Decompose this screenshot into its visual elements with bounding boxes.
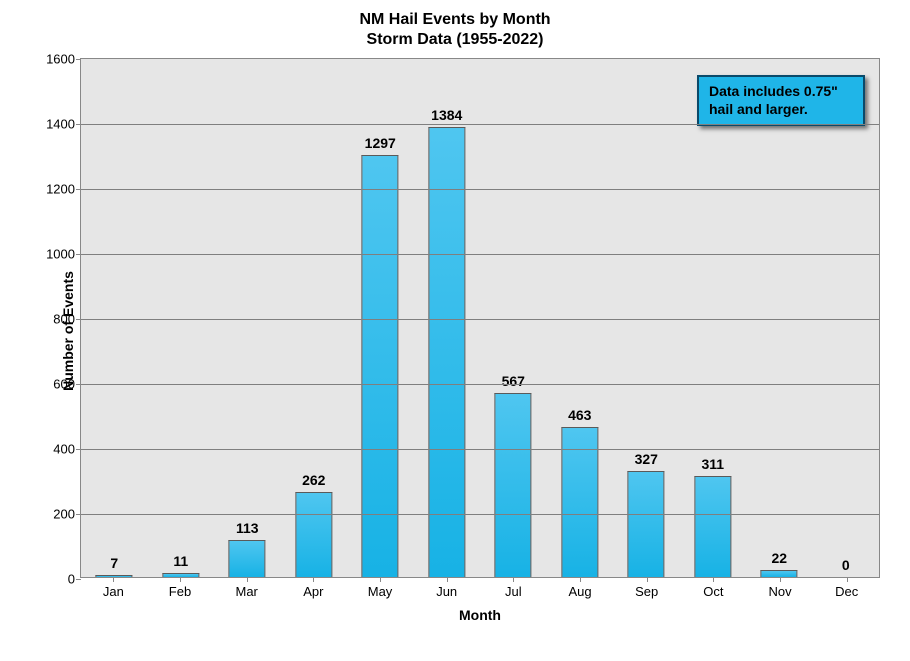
bar-value-label: 262 xyxy=(302,472,325,488)
bar xyxy=(761,570,798,577)
bar-value-label: 22 xyxy=(771,550,787,566)
gridline xyxy=(81,319,879,320)
bar-slot: 463 xyxy=(547,59,614,577)
xtick-mark xyxy=(180,577,181,582)
bar-value-label: 567 xyxy=(502,373,525,389)
bar-slot: 1297 xyxy=(347,59,414,577)
bar xyxy=(229,540,266,577)
bar-slot: 311 xyxy=(680,59,747,577)
bar xyxy=(295,492,332,577)
xtick-label: Aug xyxy=(568,584,591,599)
ytick-label: 1400 xyxy=(46,117,81,132)
xtick-slot: Dec xyxy=(813,580,880,601)
xtick-label: Jul xyxy=(505,584,522,599)
xtick-mark xyxy=(313,577,314,582)
gridline xyxy=(81,384,879,385)
xtick-slot: Jul xyxy=(480,580,547,601)
ytick-label: 0 xyxy=(68,572,81,587)
xtick-mark xyxy=(113,577,114,582)
bar xyxy=(428,127,465,577)
xtick-slot: Aug xyxy=(547,580,614,601)
ytick-label: 1600 xyxy=(46,52,81,67)
xtick-slot: May xyxy=(347,580,414,601)
xtick-slot: Feb xyxy=(147,580,214,601)
xtick-label: Sep xyxy=(635,584,658,599)
xtick-slot: Nov xyxy=(747,580,814,601)
bar-value-label: 1384 xyxy=(431,107,462,123)
xtick-label: Jun xyxy=(436,584,457,599)
bar-slot: 567 xyxy=(480,59,547,577)
plot-wrap: 7 11 113 262 1297 1384 567 463 327 311 22 0 Data in… xyxy=(80,58,880,623)
gridline xyxy=(81,254,879,255)
xtick-label: Feb xyxy=(169,584,191,599)
bar-slot: 262 xyxy=(281,59,348,577)
ytick-label: 200 xyxy=(53,507,81,522)
plot-area: 7 11 113 262 1297 1384 567 463 327 311 22 0 Data in… xyxy=(80,58,880,578)
xtick-label: Apr xyxy=(303,584,323,599)
bar-value-label: 1297 xyxy=(365,135,396,151)
bar-value-label: 11 xyxy=(173,553,188,569)
ytick-label: 800 xyxy=(53,312,81,327)
bars-layer: 7 11 113 262 1297 1384 567 463 327 311 22 0 xyxy=(81,59,879,577)
bar-value-label: 113 xyxy=(236,520,259,536)
ytick-label: 1200 xyxy=(46,182,81,197)
bar-value-label: 463 xyxy=(568,407,591,423)
xtick-slot: Jan xyxy=(80,580,147,601)
ytick-label: 400 xyxy=(53,442,81,457)
xtick-mark xyxy=(780,577,781,582)
xtick-label: May xyxy=(368,584,393,599)
chart-note-line1: Data includes 0.75" xyxy=(709,83,853,101)
xtick-mark xyxy=(580,577,581,582)
gridline xyxy=(81,449,879,450)
bar xyxy=(694,476,731,577)
xtick-label: Dec xyxy=(835,584,858,599)
xtick-slot: Oct xyxy=(680,580,747,601)
gridline xyxy=(81,124,879,125)
xtick-slot: Mar xyxy=(213,580,280,601)
bar-slot: 1384 xyxy=(414,59,481,577)
bar xyxy=(628,471,665,577)
chart-note: Data includes 0.75" hail and larger. xyxy=(697,75,865,126)
bar-slot: 113 xyxy=(214,59,281,577)
xtick-label: Nov xyxy=(768,584,791,599)
y-axis-title: Number of Events xyxy=(60,271,76,391)
bar-value-label: 0 xyxy=(842,557,850,573)
bar-slot: 11 xyxy=(148,59,215,577)
xtick-label: Jan xyxy=(103,584,124,599)
chart-title-line2: Storm Data (1955-2022) xyxy=(15,30,895,50)
xtick-mark xyxy=(380,577,381,582)
bar-slot: 22 xyxy=(746,59,813,577)
xtick-mark xyxy=(647,577,648,582)
xtick-label: Mar xyxy=(235,584,257,599)
xtick-slot: Apr xyxy=(280,580,347,601)
chart-title: NM Hail Events by Month Storm Data (1955… xyxy=(15,10,895,50)
ytick-label: 600 xyxy=(53,377,81,392)
ytick-label: 1000 xyxy=(46,247,81,262)
xtick-mark xyxy=(713,577,714,582)
xtick-mark xyxy=(847,577,848,582)
x-axis: Jan Feb Mar Apr May Jun Jul Aug Sep Oct Nov Dec xyxy=(80,580,880,601)
bar-slot: 327 xyxy=(613,59,680,577)
xtick-label: Oct xyxy=(703,584,723,599)
xtick-mark xyxy=(447,577,448,582)
gridline xyxy=(81,189,879,190)
bar xyxy=(495,393,532,577)
xtick-mark xyxy=(513,577,514,582)
bar-value-label: 311 xyxy=(701,456,724,472)
x-axis-title: Month xyxy=(80,607,880,623)
bar-slot: 7 xyxy=(81,59,148,577)
chart-note-line2: hail and larger. xyxy=(709,101,853,119)
bar-slot: 0 xyxy=(813,59,880,577)
chart-container: NM Hail Events by Month Storm Data (1955… xyxy=(0,0,910,661)
chart-title-line1: NM Hail Events by Month xyxy=(15,10,895,30)
bar-value-label: 7 xyxy=(110,555,118,571)
xtick-mark xyxy=(247,577,248,582)
xtick-slot: Sep xyxy=(613,580,680,601)
gridline xyxy=(81,514,879,515)
xtick-slot: Jun xyxy=(413,580,480,601)
bar-value-label: 327 xyxy=(635,451,658,467)
